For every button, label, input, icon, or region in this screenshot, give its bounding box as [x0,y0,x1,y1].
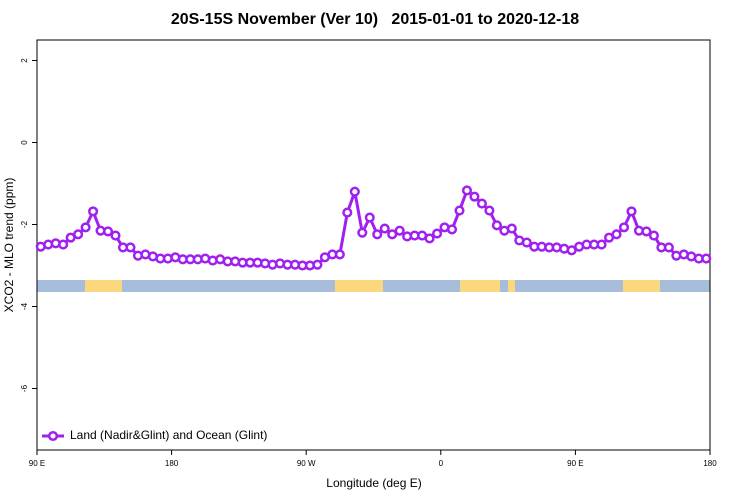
plot-frame [36,39,711,451]
point [566,245,577,256]
land-band [335,280,383,292]
point [521,237,532,248]
chart-title: 20S-15S November (Ver 10) 2015-01-01 to … [171,11,579,28]
point [626,206,637,217]
point [476,198,487,209]
x-tick-label: 0 [439,459,444,468]
point [701,253,712,264]
point [342,207,353,218]
y-tick-label: -2 [20,220,29,228]
point [125,242,136,253]
point [58,239,69,250]
land-band [508,280,515,292]
point [110,230,121,241]
y-tick-label: 0 [20,140,29,145]
point [394,225,405,236]
point [372,229,383,240]
point [506,223,517,234]
x-tick-label: 180 [165,459,179,468]
point [357,227,368,238]
point [73,229,84,240]
y-tick-label: 2 [20,58,29,63]
point [432,228,443,239]
point [387,229,398,240]
point [88,206,99,217]
land-ocean-mask [37,280,710,292]
x-tick-label: 180 [703,459,717,468]
point [618,222,630,233]
land-band [85,280,122,292]
y-tick-label: -6 [20,384,29,392]
point [484,205,495,216]
point [349,186,360,197]
legend-marker [47,430,59,442]
point [663,242,674,253]
point [596,239,607,250]
point [364,212,375,223]
x-tick-label: 90 E [29,459,45,468]
point [641,226,652,237]
point [611,229,622,240]
point [80,222,91,233]
point [424,233,435,244]
point [379,223,390,234]
land-band [623,280,660,292]
point [491,220,502,231]
point [454,205,465,216]
land-band [460,280,500,292]
point [446,224,458,235]
x-tick-label: 90 E [567,459,583,468]
point [334,249,345,260]
y-tick-label: -4 [20,302,29,310]
legend-label: Land (Nadir&Glint) and Ocean (Glint) [70,428,267,442]
y-axis-label: XCO2 - MLO trend (ppm) [2,178,16,313]
point [102,226,114,237]
x-tick-label: 90 W [297,459,316,468]
x-axis-label: Longitude (deg E) [326,476,421,490]
point [312,259,323,270]
point [469,191,480,202]
point [648,230,659,241]
point [461,185,473,196]
